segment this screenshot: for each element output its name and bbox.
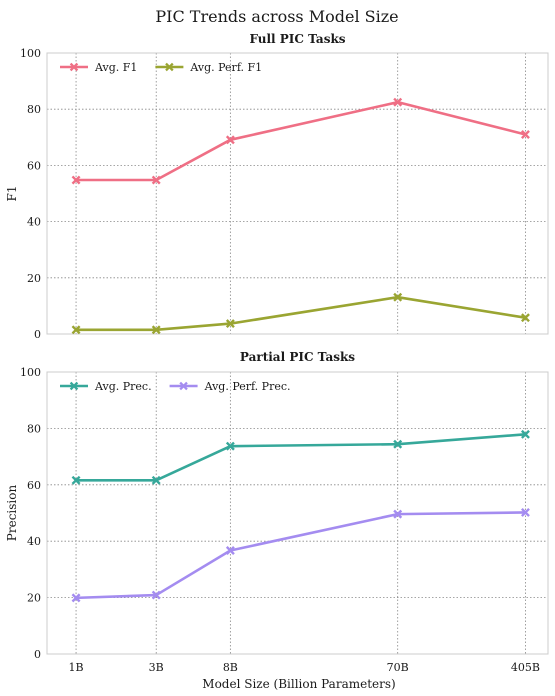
full-pic-y-tick-label: 40 — [27, 216, 41, 229]
legend-entry-avg-perf-prec: Avg. Perf. Prec. — [169, 380, 291, 393]
data-point-avg-prec-405B — [521, 429, 530, 439]
legend-label-avg-prec: Avg. Prec. — [94, 380, 152, 393]
data-point-avg-prec-8B — [225, 441, 235, 451]
partial-pic-plot-frame — [46, 371, 549, 655]
x-tick-label-70B: 70B — [387, 661, 409, 674]
legend-entry-avg-prec: Avg. Prec. — [60, 380, 152, 393]
data-point-avg-prec-70B — [393, 439, 403, 449]
data-point-avg-prec-3B — [151, 475, 161, 485]
data-point-avg-f1-1B — [71, 175, 81, 185]
data-point-avg-perf-f1-3B — [151, 325, 161, 335]
full-pic-y-tick-label: 100 — [20, 47, 41, 60]
full-pic-y-tick-label: 20 — [27, 272, 41, 285]
data-point-avg-perf-prec-3B — [151, 590, 161, 600]
legend-label-avg-perf-prec: Avg. Perf. Prec. — [204, 380, 291, 393]
full-pic-plot-frame — [46, 52, 549, 335]
full-pic-panel: Full PIC Tasks 0 20 40 60 80 100 F1 Avg. F1 Avg. … — [5, 32, 549, 341]
x-tick-label-8B: 8B — [223, 661, 238, 674]
partial-pic-y-tick-label: 100 — [20, 366, 41, 379]
x-tick-label-1B: 1B — [69, 661, 84, 674]
series-line-avg-perf-prec — [76, 511, 526, 600]
data-point-avg-perf-prec-405B — [521, 507, 530, 517]
partial-pic-panel: Partial PIC Tasks 0 20 40 60 80 100 1B 3B 8B 70B 40… — [5, 350, 549, 674]
partial-pic-y-tick-label: 20 — [27, 592, 41, 605]
partial-pic-y-tick-label: 0 — [34, 648, 41, 661]
partial-pic-y-tick-label: 60 — [27, 479, 41, 492]
x-tick-label-3B: 3B — [149, 661, 164, 674]
data-point-avg-f1-8B — [225, 135, 235, 145]
data-point-avg-perf-f1-1B — [71, 325, 81, 335]
data-point-avg-perf-f1-405B — [521, 313, 530, 323]
full-pic-y-axis-label: F1 — [5, 186, 19, 202]
partial-pic-y-tick-label: 40 — [27, 535, 41, 548]
legend-entry-avg-perf-f1: Avg. Perf. F1 — [155, 61, 262, 74]
legend-label-avg-f1: Avg. F1 — [94, 61, 137, 74]
data-point-avg-f1-70B — [393, 97, 403, 107]
data-point-avg-perf-f1-70B — [393, 292, 403, 302]
x-axis-label: Model Size (Billion Parameters) — [202, 677, 395, 691]
data-point-avg-perf-prec-8B — [225, 546, 235, 555]
full-pic-title: Full PIC Tasks — [249, 32, 345, 46]
data-point-avg-perf-prec-1B — [71, 593, 81, 603]
data-point-avg-f1-405B — [521, 130, 530, 139]
legend-label-avg-perf-f1: Avg. Perf. F1 — [189, 61, 262, 74]
full-pic-y-tick-label: 80 — [27, 103, 41, 116]
series-line-avg-f1 — [76, 100, 526, 182]
data-point-avg-perf-f1-8B — [225, 319, 235, 329]
full-pic-y-tick-label: 0 — [34, 328, 41, 341]
data-point-avg-prec-1B — [71, 475, 81, 485]
partial-pic-title: Partial PIC Tasks — [240, 350, 355, 364]
data-point-avg-f1-3B — [151, 175, 161, 185]
full-pic-y-tick-label: 60 — [27, 159, 41, 172]
series-line-avg-prec — [76, 433, 526, 482]
legend-entry-avg-f1: Avg. F1 — [60, 61, 137, 74]
series-line-avg-perf-f1 — [76, 295, 526, 332]
figure-title: PIC Trends across Model Size — [155, 7, 398, 26]
partial-pic-y-tick-label: 80 — [27, 422, 41, 435]
x-tick-label-405B: 405B — [511, 661, 540, 674]
partial-pic-y-axis-label: Precision — [5, 485, 19, 542]
data-point-avg-perf-prec-70B — [393, 509, 403, 519]
